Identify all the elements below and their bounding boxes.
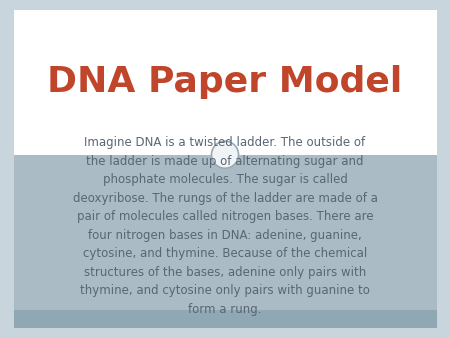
Bar: [14, 155, 436, 328]
Bar: [14, 10, 436, 155]
Bar: [14, 310, 436, 328]
Ellipse shape: [212, 141, 239, 168]
Text: DNA Paper Model: DNA Paper Model: [47, 66, 403, 99]
Text: Imagine DNA is a twisted ladder. The outside of
the ladder is made up of alterna: Imagine DNA is a twisted ladder. The out…: [72, 137, 378, 316]
